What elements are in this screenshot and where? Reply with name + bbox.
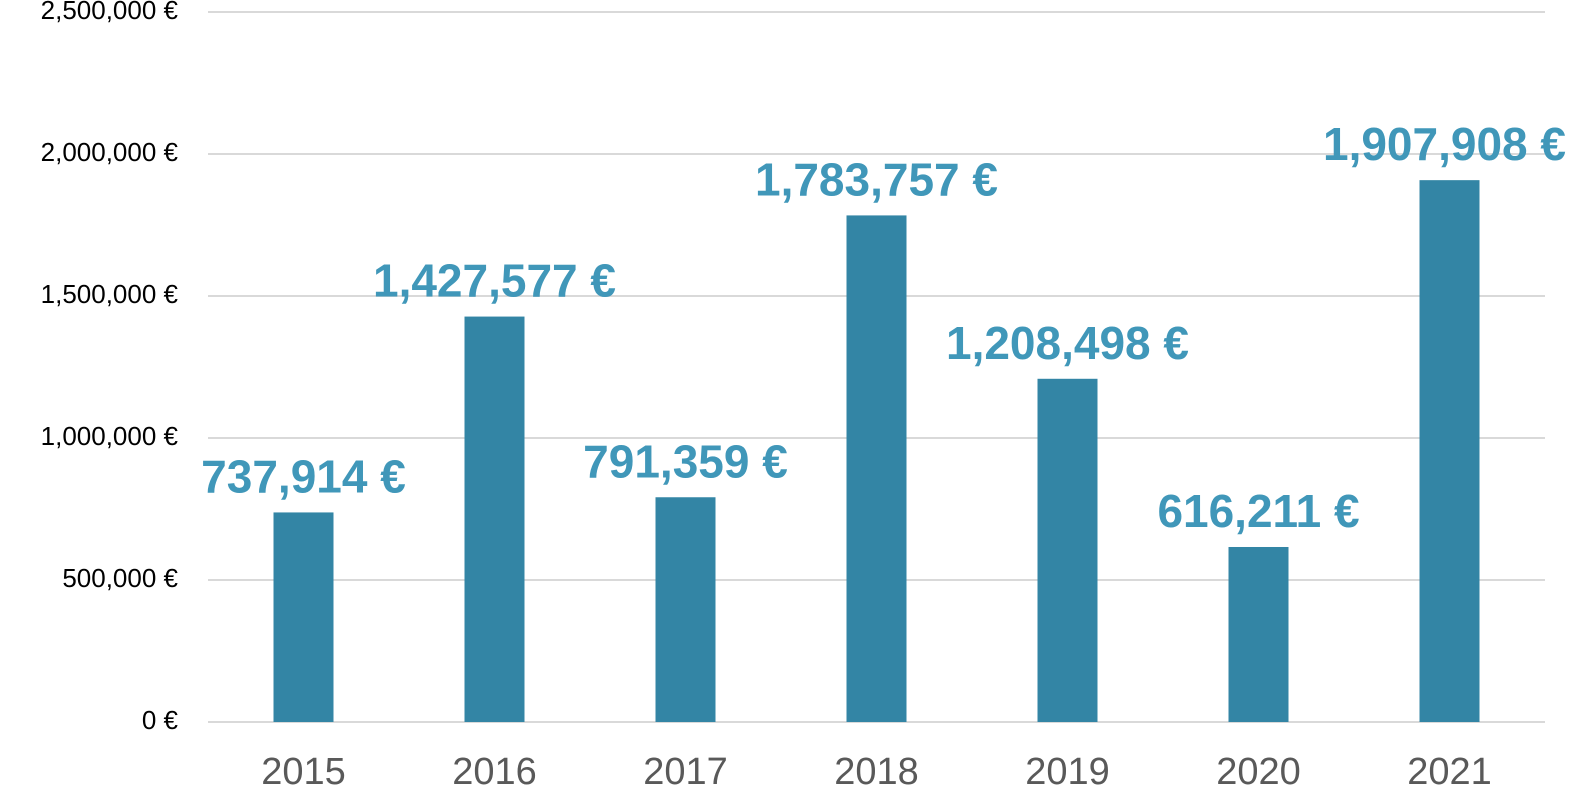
value-label: 791,359 € [583, 435, 788, 487]
bar [464, 316, 525, 722]
y-tick-label: 2,000,000 € [41, 137, 179, 167]
y-tick-label: 1,500,000 € [41, 279, 179, 309]
value-label: 1,427,577 € [373, 255, 616, 307]
value-label: 737,914 € [201, 450, 406, 502]
y-tick-label: 1,000,000 € [41, 421, 179, 451]
x-tick-label: 2020 [1216, 751, 1301, 793]
bar [846, 215, 907, 722]
x-tick-label: 2021 [1407, 751, 1492, 793]
bar [1037, 378, 1098, 722]
bar [1419, 180, 1480, 723]
bar [1228, 546, 1289, 722]
x-tick-label: 2017 [643, 751, 728, 793]
y-tick-label: 0 € [142, 705, 179, 735]
bar [273, 512, 334, 722]
x-tick-label: 2018 [834, 751, 919, 793]
value-label: 1,783,757 € [755, 153, 998, 205]
x-tick-label: 2015 [261, 751, 346, 793]
y-tick-label: 2,500,000 € [41, 0, 179, 25]
value-label: 616,211 € [1157, 485, 1359, 537]
value-label: 1,907,908 € [1323, 118, 1566, 170]
y-tick-label: 500,000 € [62, 563, 178, 593]
x-tick-label: 2019 [1025, 751, 1110, 793]
x-tick-label: 2016 [452, 751, 537, 793]
bar [655, 497, 716, 722]
value-label: 1,208,498 € [946, 317, 1189, 369]
